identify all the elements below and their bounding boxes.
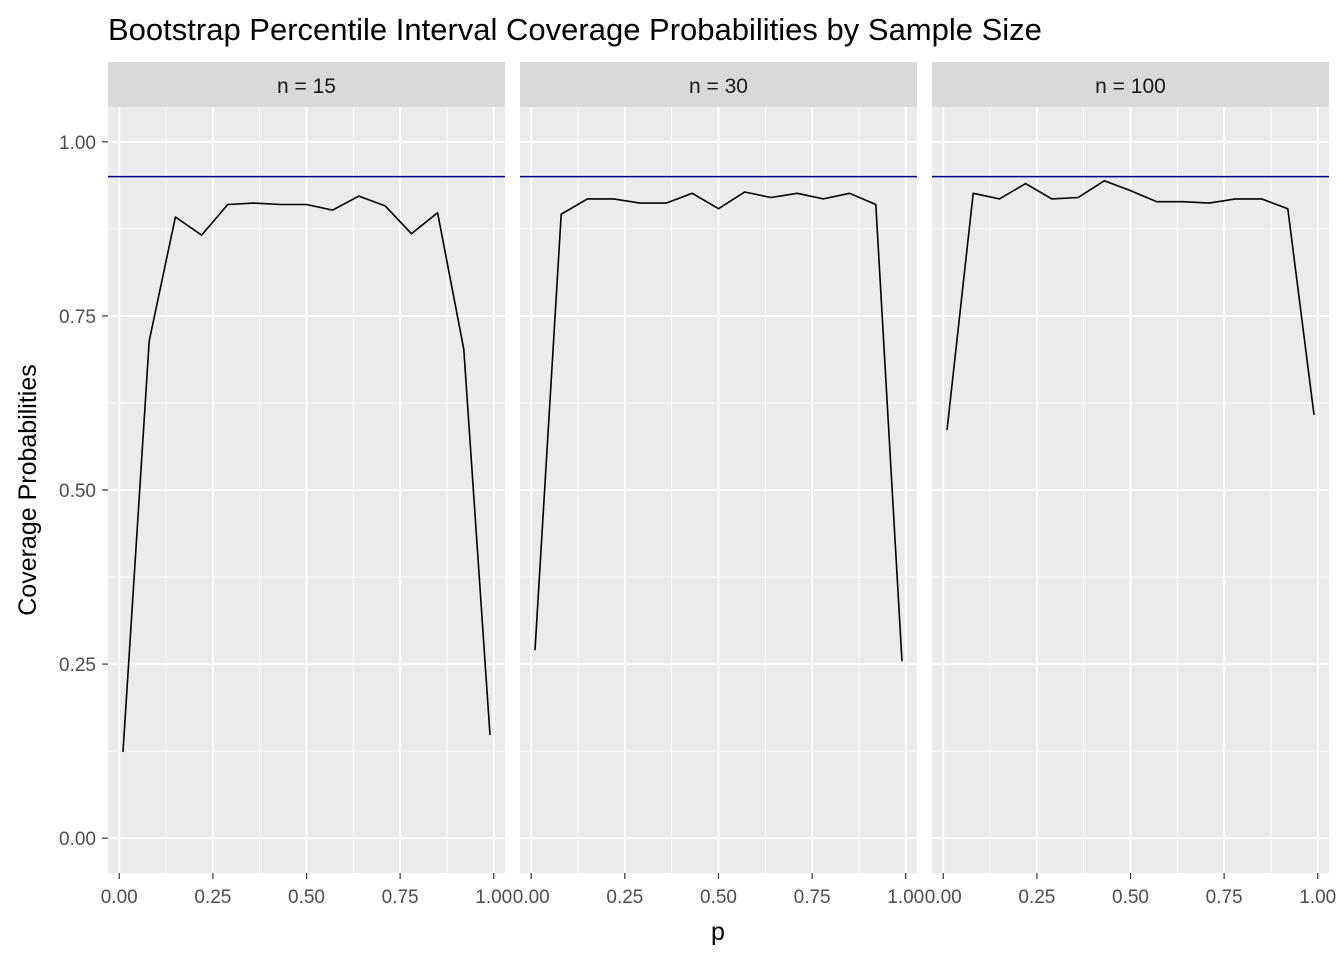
facet-panel: n = 15 0.00 0.25 0.50 0.75 1.00 <box>101 62 512 908</box>
facet-strip-label: n = 100 <box>1095 75 1166 98</box>
y-tick-label: 1.00 <box>59 133 96 154</box>
facet-panel: n = 100 0.00 0.25 0.50 0.75 1.00 <box>925 62 1336 908</box>
series-line <box>946 180 1315 431</box>
x-tick-label: 0.75 <box>1206 887 1243 908</box>
x-tick-label: 0.00 <box>513 887 550 908</box>
facet-panel: n = 30 0.00 0.25 0.50 0.75 1.00 <box>513 62 924 908</box>
x-tick-label: 0.50 <box>1112 887 1149 908</box>
x-tick-label: 0.50 <box>288 887 325 908</box>
y-tick-label: 0.25 <box>59 655 96 676</box>
facet-strip <box>932 62 1329 107</box>
facet-strip-label: n = 15 <box>277 75 336 98</box>
x-tick-label: 0.25 <box>1018 887 1055 908</box>
series-line <box>122 195 491 752</box>
facet-strip <box>520 62 917 107</box>
x-tick-label: 0.25 <box>194 887 231 908</box>
x-tick-label: 1.00 <box>475 887 512 908</box>
y-tick-label: 0.50 <box>59 481 96 502</box>
y-axis: 0.00 0.25 0.50 0.75 1.00 <box>59 133 108 850</box>
facet-strip <box>108 62 505 107</box>
y-axis-title: Coverage Probabilities <box>14 364 42 616</box>
y-tick-label: 0.00 <box>59 829 96 850</box>
x-tick-label: 1.00 <box>887 887 924 908</box>
y-tick-label: 0.75 <box>59 307 96 328</box>
facet-strip-label: n = 30 <box>689 75 748 98</box>
x-tick-label: 0.00 <box>101 887 138 908</box>
facet-panels: n = 15 0.00 0.25 0.50 0.75 1.00 n = 30 0.00 0.25… <box>101 62 1336 908</box>
x-tick-label: 0.25 <box>606 887 643 908</box>
x-axis-title: p <box>711 918 725 946</box>
series-line <box>534 191 903 662</box>
x-tick-label: 0.75 <box>382 887 419 908</box>
x-tick-label: 0.75 <box>794 887 831 908</box>
chart-title: Bootstrap Percentile Interval Coverage P… <box>108 12 1042 47</box>
x-tick-label: 0.00 <box>925 887 962 908</box>
x-tick-label: 1.00 <box>1299 887 1336 908</box>
x-tick-label: 0.50 <box>700 887 737 908</box>
